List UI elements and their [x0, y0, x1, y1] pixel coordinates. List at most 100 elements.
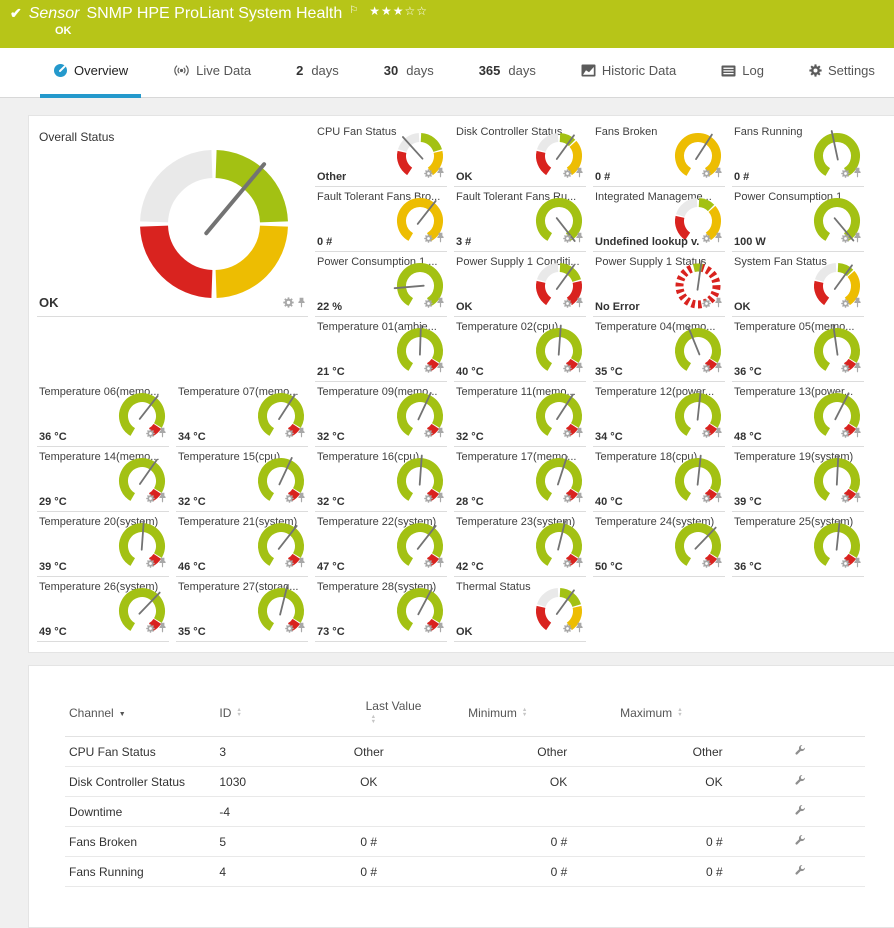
- gauge-tile[interactable]: Temperature 16(cpu) 32 °C: [315, 449, 447, 512]
- pin-icon[interactable]: [436, 165, 445, 183]
- star-empty-icon[interactable]: ☆: [416, 4, 429, 18]
- gear-icon[interactable]: [702, 490, 711, 508]
- gauge-tile[interactable]: Power Consumption 1 100 W: [732, 189, 864, 252]
- pin-icon[interactable]: [158, 620, 167, 638]
- gauge-tile[interactable]: Temperature 22(system) 47 °C: [315, 514, 447, 577]
- pin-icon[interactable]: [575, 620, 584, 638]
- pin-icon[interactable]: [575, 425, 584, 443]
- column-header-maximum[interactable]: Maximum ▲ ▼: [579, 692, 735, 737]
- overall-status-tile[interactable]: Overall Status OK: [37, 124, 308, 317]
- gear-icon[interactable]: [285, 620, 294, 638]
- gear-icon[interactable]: [702, 295, 711, 313]
- pin-icon[interactable]: [714, 425, 723, 443]
- flag-icon[interactable]: ⚐: [349, 5, 359, 16]
- gauge-tile[interactable]: Thermal Status OK: [454, 579, 586, 642]
- tab-live-data[interactable]: Live Data: [160, 48, 264, 98]
- gear-icon[interactable]: [283, 295, 294, 313]
- gauge-tile[interactable]: Temperature 23(system) 42 °C: [454, 514, 586, 577]
- pin-icon[interactable]: [853, 425, 862, 443]
- gear-icon[interactable]: [563, 165, 572, 183]
- pin-icon[interactable]: [714, 490, 723, 508]
- gear-icon[interactable]: [146, 555, 155, 573]
- pin-icon[interactable]: [436, 490, 445, 508]
- gauge-tile[interactable]: Fault Tolerant Fans Bro... 0 #: [315, 189, 447, 252]
- gear-icon[interactable]: [424, 360, 433, 378]
- star-filled-icon[interactable]: ★: [369, 4, 381, 18]
- channel-settings-wrench-icon[interactable]: [794, 774, 806, 786]
- gear-icon[interactable]: [424, 295, 433, 313]
- pin-icon[interactable]: [158, 490, 167, 508]
- tab-365-days[interactable]: 365 days: [466, 48, 549, 98]
- gear-icon[interactable]: [563, 555, 572, 573]
- tab-settings[interactable]: Settings: [796, 48, 888, 98]
- star-empty-icon[interactable]: ☆: [404, 4, 417, 18]
- gear-icon[interactable]: [563, 295, 572, 313]
- channel-settings-wrench-icon[interactable]: [794, 834, 806, 846]
- gauge-tile[interactable]: Temperature 26(system) 49 °C: [37, 579, 169, 642]
- gear-icon[interactable]: [563, 620, 572, 638]
- pin-icon[interactable]: [853, 230, 862, 248]
- tab-historic-data[interactable]: Historic Data: [568, 48, 689, 98]
- gear-icon[interactable]: [702, 555, 711, 573]
- gear-icon[interactable]: [285, 425, 294, 443]
- pin-icon[interactable]: [575, 490, 584, 508]
- gear-icon[interactable]: [841, 295, 850, 313]
- gauge-tile[interactable]: Temperature 13(power... 48 °C: [732, 384, 864, 447]
- pin-icon[interactable]: [297, 425, 306, 443]
- gauge-tile[interactable]: Power Supply 1 Conditi... OK: [454, 254, 586, 317]
- tab-log[interactable]: Log: [708, 48, 777, 98]
- gauge-tile[interactable]: Temperature 27(storag... 35 °C: [176, 579, 308, 642]
- channel-settings-wrench-icon[interactable]: [794, 804, 806, 816]
- pin-icon[interactable]: [714, 555, 723, 573]
- pin-icon[interactable]: [436, 295, 445, 313]
- gauge-tile[interactable]: Temperature 07(memo... 34 °C: [176, 384, 308, 447]
- gauge-tile[interactable]: Temperature 15(cpu) 32 °C: [176, 449, 308, 512]
- pin-icon[interactable]: [158, 425, 167, 443]
- gauge-tile[interactable]: Temperature 06(memo... 36 °C: [37, 384, 169, 447]
- tab-2-days[interactable]: 2 days: [283, 48, 352, 98]
- pin-icon[interactable]: [575, 360, 584, 378]
- gear-icon[interactable]: [424, 425, 433, 443]
- gauge-tile[interactable]: Temperature 01(ambie... 21 °C: [315, 319, 447, 382]
- gauge-tile[interactable]: Temperature 05(memo... 36 °C: [732, 319, 864, 382]
- pin-icon[interactable]: [853, 555, 862, 573]
- gear-icon[interactable]: [702, 230, 711, 248]
- gauge-tile[interactable]: Temperature 21(system) 46 °C: [176, 514, 308, 577]
- gear-icon[interactable]: [841, 165, 850, 183]
- pin-icon[interactable]: [575, 555, 584, 573]
- gear-icon[interactable]: [563, 490, 572, 508]
- gauge-tile[interactable]: Temperature 17(memo... 28 °C: [454, 449, 586, 512]
- gauge-tile[interactable]: Temperature 04(memo... 35 °C: [593, 319, 725, 382]
- gauge-tile[interactable]: Integrated Manageme... Undefined lookup v…: [593, 189, 725, 252]
- gear-icon[interactable]: [146, 490, 155, 508]
- pin-icon[interactable]: [575, 230, 584, 248]
- gear-icon[interactable]: [563, 425, 572, 443]
- gear-icon[interactable]: [424, 230, 433, 248]
- pin-icon[interactable]: [297, 295, 306, 313]
- gear-icon[interactable]: [424, 490, 433, 508]
- gear-icon[interactable]: [702, 425, 711, 443]
- gear-icon[interactable]: [841, 490, 850, 508]
- gauge-tile[interactable]: Temperature 28(system) 73 °C: [315, 579, 447, 642]
- gear-icon[interactable]: [285, 490, 294, 508]
- pin-icon[interactable]: [714, 360, 723, 378]
- gauge-tile[interactable]: Fans Running 0 #: [732, 124, 864, 187]
- gauge-tile[interactable]: Disk Controller Status OK: [454, 124, 586, 187]
- pin-icon[interactable]: [853, 295, 862, 313]
- gauge-tile[interactable]: Temperature 02(cpu) 40 °C: [454, 319, 586, 382]
- gear-icon[interactable]: [563, 230, 572, 248]
- pin-icon[interactable]: [575, 295, 584, 313]
- gear-icon[interactable]: [146, 620, 155, 638]
- pin-icon[interactable]: [436, 360, 445, 378]
- column-header-minimum[interactable]: Minimum ▲ ▼: [433, 692, 580, 737]
- gauge-tile[interactable]: Temperature 14(memo... 29 °C: [37, 449, 169, 512]
- gear-icon[interactable]: [841, 230, 850, 248]
- gear-icon[interactable]: [424, 555, 433, 573]
- gauge-tile[interactable]: Temperature 18(cpu) 40 °C: [593, 449, 725, 512]
- pin-icon[interactable]: [853, 360, 862, 378]
- gear-icon[interactable]: [424, 620, 433, 638]
- gauge-tile[interactable]: Temperature 11(memo... 32 °C: [454, 384, 586, 447]
- column-header-last-value[interactable]: Last Value ▲ ▼: [303, 692, 434, 737]
- column-header-channel[interactable]: Channel ▼: [65, 692, 216, 737]
- gauge-tile[interactable]: Power Supply 1 Status No Error: [593, 254, 725, 317]
